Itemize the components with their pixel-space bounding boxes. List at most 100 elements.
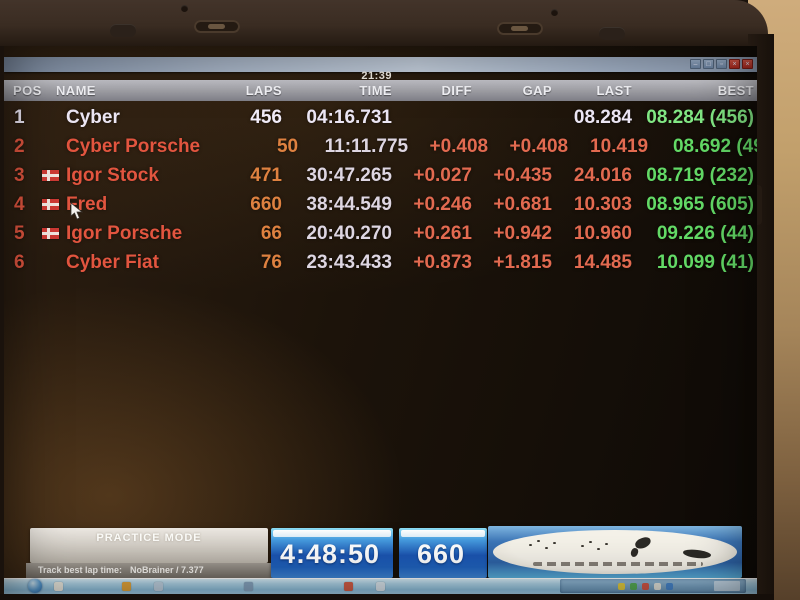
- cell-last: 14.485: [573, 251, 632, 273]
- cell-pos: 4: [14, 193, 25, 215]
- header-last: LAST: [596, 83, 632, 98]
- restore-button[interactable]: ▫: [716, 59, 727, 69]
- table-row[interactable]: 3 Igor Stock 471 30:47.265 +0.027 +0.435…: [4, 161, 757, 190]
- cell-time: 30:47.265: [306, 164, 392, 186]
- table-row[interactable]: 1 Cyber 456 04:16.731 08.284 08.284 (456…: [4, 103, 757, 132]
- header-time: TIME: [359, 83, 392, 98]
- denmark-flag-icon: [42, 198, 59, 210]
- maximize-button[interactable]: □: [703, 59, 714, 69]
- timing-table: 1 Cyber 456 04:16.731 08.284 08.284 (456…: [4, 103, 757, 277]
- header-name: NAME: [56, 83, 96, 98]
- cell-laps: 66: [260, 222, 282, 244]
- system-tray: [560, 579, 746, 593]
- session-time-cap: [273, 530, 391, 537]
- track-best-bar: Track best lap time: NoBrainer / 7.377: [26, 563, 272, 578]
- cell-name: Cyber Porsche: [66, 135, 201, 157]
- cell-laps: 76: [260, 251, 282, 273]
- bezel-bumper: [110, 24, 136, 37]
- cell-pos: 5: [14, 222, 25, 244]
- tray-clock[interactable]: [714, 581, 740, 591]
- cell-name: Igor Porsche: [66, 222, 183, 244]
- practice-mode-label: PRACTICE MODE: [96, 532, 202, 544]
- tray-icon[interactable]: [654, 583, 661, 590]
- start-button[interactable]: [28, 579, 42, 593]
- cell-laps: 50: [276, 135, 299, 157]
- denmark-flag-icon: [42, 227, 59, 239]
- cell-last: 10.419: [590, 135, 649, 157]
- cell-laps: 660: [250, 193, 282, 215]
- header-laps: LAPS: [245, 83, 282, 98]
- cell-diff: +0.261: [413, 222, 472, 244]
- flag-cell: [42, 165, 66, 187]
- window-controls: – □ ▫ × ×: [690, 59, 753, 69]
- logo-script-text: [533, 562, 703, 566]
- flag-cell: [42, 223, 66, 245]
- cell-diff: +0.246: [413, 193, 472, 215]
- cell-name: Cyber Fiat: [66, 251, 159, 273]
- flag-cell: [42, 252, 66, 274]
- cell-best: 10.099 (41): [656, 251, 754, 273]
- track-best-value: NoBrainer / 7.377: [130, 565, 204, 575]
- taskbar-icon[interactable]: [244, 582, 253, 591]
- taskbar-icon[interactable]: [122, 582, 131, 591]
- cell-pos: 3: [14, 164, 25, 186]
- session-time-display: 4:48:50: [271, 528, 393, 578]
- club-logo-panel: [488, 526, 742, 578]
- header-best: BEST: [717, 83, 754, 98]
- cell-name: Igor Stock: [66, 164, 159, 186]
- taskbar-icon[interactable]: [376, 582, 385, 591]
- total-laps-display: 660: [399, 528, 487, 578]
- total-laps-value: 660: [416, 539, 466, 569]
- cell-best: 08.692 (49): [672, 135, 757, 157]
- bezel-dot: [181, 5, 188, 12]
- cell-gap: +0.435: [493, 164, 552, 186]
- tray-icon[interactable]: [666, 583, 673, 590]
- cell-diff: +0.873: [413, 251, 472, 273]
- cell-time: 23:43.433: [306, 251, 392, 273]
- club-logo-oval: [493, 530, 737, 574]
- table-row[interactable]: 5 Igor Porsche 66 20:40.270 +0.261 +0.94…: [4, 219, 757, 248]
- bezel-side-latch: [753, 185, 762, 225]
- cell-name: Fred: [66, 193, 108, 215]
- cell-time: 11:11.775: [324, 135, 409, 157]
- cell-pos: 6: [14, 251, 25, 273]
- wall-clock: 21:39: [361, 70, 392, 82]
- minimize-button[interactable]: –: [690, 59, 701, 69]
- window-titlebar[interactable]: – □ ▫ × ×: [4, 57, 757, 72]
- cell-gap: +0.681: [493, 193, 552, 215]
- practice-mode-panel[interactable]: PRACTICE MODE: [30, 528, 268, 563]
- cell-best: 08.719 (232): [646, 164, 754, 186]
- cell-best: 08.284 (456): [646, 106, 754, 128]
- flag-cell: [42, 136, 66, 158]
- windows-taskbar: [4, 578, 757, 594]
- close-button[interactable]: ×: [729, 59, 740, 69]
- table-row[interactable]: 6 Cyber Fiat 76 23:43.433 +0.873 +1.815 …: [4, 248, 757, 277]
- cell-laps: 471: [250, 164, 282, 186]
- taskbar-icon[interactable]: [344, 582, 353, 591]
- cell-gap: +1.815: [493, 251, 552, 273]
- cell-gap: +0.408: [509, 135, 569, 157]
- taskbar-icon[interactable]: [154, 582, 163, 591]
- bezel-bumper: [599, 27, 625, 40]
- cell-last: 10.960: [573, 222, 632, 244]
- table-row[interactable]: 4 Fred 660 38:44.549 +0.246 +0.681 10.30…: [4, 190, 757, 219]
- cell-last: 10.303: [573, 193, 632, 215]
- session-time-value: 4:48:50: [279, 539, 381, 569]
- flag-cell: [42, 107, 66, 129]
- tray-icon[interactable]: [630, 583, 637, 590]
- tray-icon[interactable]: [618, 583, 625, 590]
- track-best-label: Track best lap time:: [38, 565, 123, 575]
- cell-name: Cyber: [66, 106, 120, 128]
- laptop-bezel-top: [0, 0, 768, 46]
- table-row[interactable]: 2 Cyber Porsche 50 11:11.775 +0.408 +0.4…: [4, 132, 757, 161]
- cell-time: 20:40.270: [306, 222, 392, 244]
- taskbar-icon[interactable]: [54, 582, 63, 591]
- cell-laps: 456: [250, 106, 282, 128]
- bezel-dot: [551, 9, 558, 16]
- cell-pos: 1: [14, 106, 25, 128]
- tray-icon[interactable]: [642, 583, 649, 590]
- flag-cell: [42, 194, 66, 216]
- close-app-button[interactable]: ×: [742, 59, 753, 69]
- logo-car-shape: [682, 548, 712, 560]
